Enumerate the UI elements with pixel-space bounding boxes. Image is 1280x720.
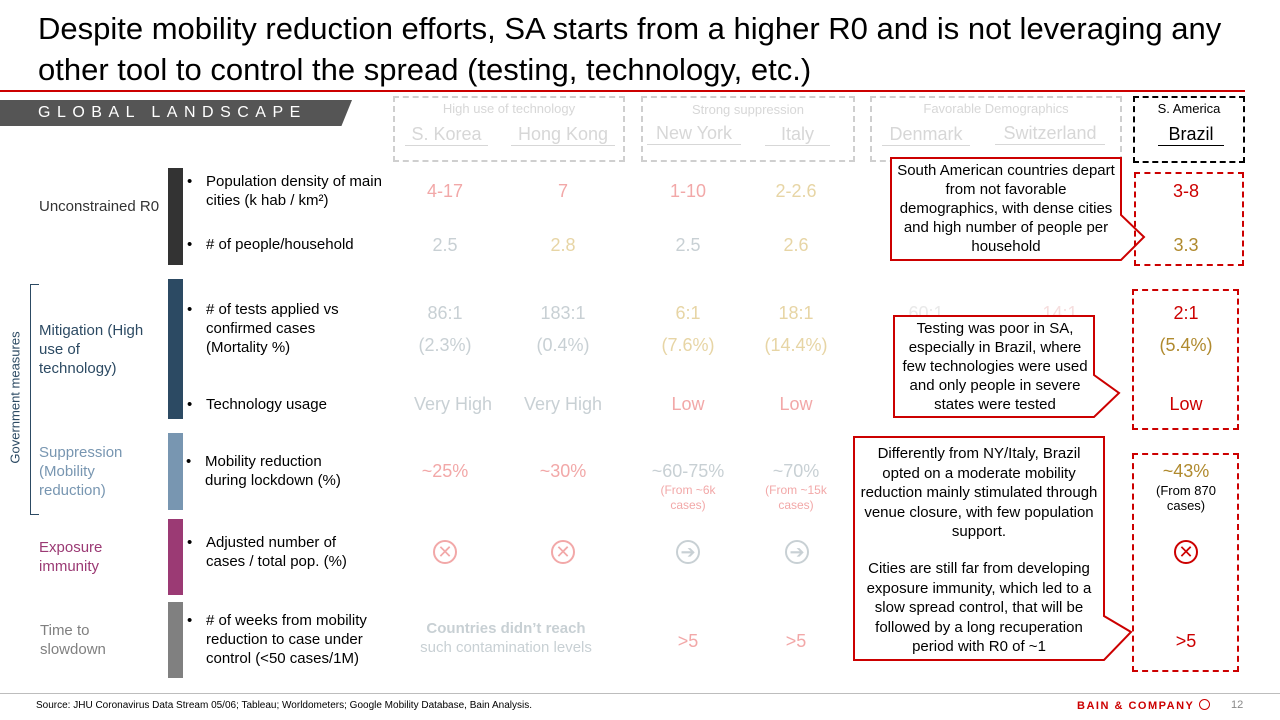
- value-hongkong-density: 7: [557, 181, 568, 201]
- group-box-suppression: [641, 96, 855, 162]
- metric-household: # of people/household: [187, 235, 386, 254]
- value-italy-weeks: >5: [785, 631, 807, 651]
- country-italy: Italy: [765, 124, 830, 146]
- value-hongkong-tech: Very High: [523, 394, 603, 414]
- value-brazil-density: 3-8: [1172, 181, 1199, 201]
- government-measures-label: Government measures: [7, 331, 23, 464]
- title-divider: [0, 90, 1245, 92]
- value-newyork-density: 1-10: [669, 181, 707, 201]
- value-italy-tests: 18:1: [778, 303, 814, 323]
- not-reached-line1: Countries didn’t reach: [426, 620, 586, 637]
- value-brazil-tests: 2:1: [1173, 303, 1199, 323]
- callout-mobility-text-1: Differently from NY/Italy, Brazil opted …: [860, 445, 1098, 540]
- country-switzerland: Switzerland: [995, 123, 1105, 145]
- circle-arrow-icon: ➔: [785, 540, 809, 564]
- circle-x-icon: ✕: [551, 540, 575, 564]
- metric-weeks: # of weeks from mobility reduction to ca…: [187, 611, 386, 668]
- metric-tests: # of tests applied vs confirmed cases (M…: [187, 300, 366, 357]
- value-brazil-weeks: >5: [1175, 631, 1197, 651]
- value-skorea-mobility: ~25%: [421, 461, 469, 481]
- callout-shape: [893, 315, 1121, 418]
- value-skorea-tech: Very High: [413, 394, 493, 414]
- value-italy-mobility: ~70%: [772, 461, 820, 481]
- circle-arrow-icon: ➔: [676, 540, 700, 564]
- power-icon: [1198, 699, 1210, 710]
- metric-density: Population density of main cities (k hab…: [187, 172, 386, 210]
- not-reached-line2: such contamination levels: [420, 639, 592, 656]
- brazil-box-r0: [1134, 172, 1244, 266]
- country-newyork: New York: [647, 123, 741, 145]
- value-italy-tech: Low: [779, 394, 813, 414]
- callout-shape: [853, 436, 1133, 661]
- value-newyork-tech: Low: [671, 394, 705, 414]
- value-skorea-mortality: (2.3%): [418, 335, 472, 355]
- footer-divider: [0, 693, 1280, 694]
- callout-testing: Testing was poor in SA, especially in Br…: [893, 315, 1121, 418]
- group-label-suppression: Strong suppression: [691, 102, 804, 117]
- section-banner: GLOBAL LANDSCAPE: [0, 100, 352, 126]
- circle-x-icon: ✕: [1174, 540, 1198, 564]
- value-brazil-mortality: (5.4%): [1159, 335, 1213, 355]
- value-newyork-mobility: ~60-75%: [651, 461, 725, 481]
- row-label-mitigation: Mitigation (High use of technology): [39, 322, 144, 377]
- callout-shape: [890, 157, 1146, 261]
- value-brazil-mobility-note: (From 870 cases): [1156, 483, 1216, 513]
- callout-mobility: Differently from NY/Italy, Brazil opted …: [853, 436, 1133, 662]
- circle-x-icon: ✕: [433, 540, 457, 564]
- bar-suppression: [168, 433, 183, 510]
- value-italy-density: 2-2.6: [775, 181, 817, 201]
- value-brazil-household: 3.3: [1173, 235, 1199, 255]
- value-skorea-household: 2.5: [432, 235, 458, 255]
- callout-demographics: South American countries depart from not…: [890, 157, 1146, 261]
- group-box-tech: [393, 96, 625, 162]
- metric-cases: Adjusted number of cases / total pop. (%…: [187, 533, 376, 571]
- page-title: Despite mobility reduction efforts, SA s…: [38, 11, 1222, 87]
- value-newyork-household: 2.5: [675, 235, 701, 255]
- value-hongkong-tests: 183:1: [540, 303, 586, 323]
- value-newyork-mortality: (7.6%): [661, 335, 715, 355]
- bar-slowdown: [168, 602, 183, 678]
- value-italy-household: 2.6: [783, 235, 809, 255]
- country-hongkong: Hong Kong: [511, 124, 615, 146]
- bar-exposure: [168, 519, 183, 595]
- brazil-box-mitigation: [1132, 289, 1239, 430]
- value-brazil-tech: Low: [1169, 394, 1203, 414]
- value-hongkong-household: 2.8: [550, 235, 576, 255]
- group-label-tech: High use of technology: [442, 101, 576, 116]
- value-italy-mortality: (14.4%): [764, 335, 828, 355]
- section-banner-label: GLOBAL LANDSCAPE: [38, 104, 307, 121]
- metric-mobility: Mobility reduction during lockdown (%): [186, 452, 365, 490]
- metric-tech: Technology usage: [187, 395, 386, 414]
- bar-mitigation: [168, 279, 183, 419]
- group-label-demographics: Favorable Demographics: [923, 101, 1069, 116]
- country-brazil: Brazil: [1158, 124, 1224, 146]
- value-newyork-mobility-note: (From ~6k cases): [660, 483, 716, 512]
- row-label-exposure: Exposure immunity: [39, 539, 103, 575]
- value-skorea-density: 4-17: [426, 181, 464, 201]
- group-box-sa: [1133, 96, 1245, 163]
- callout-testing-text: Testing was poor in SA, especially in Br…: [902, 320, 1088, 413]
- brand-logo: BAIN & COMPANY: [1077, 699, 1210, 712]
- group-label-sa: S. America: [1157, 101, 1221, 116]
- source-note: Source: JHU Coronavirus Data Stream 05/0…: [36, 700, 532, 711]
- row-label-suppression: Suppression (Mobility reduction): [39, 444, 123, 499]
- value-newyork-weeks: >5: [677, 631, 699, 651]
- bar-r0: [168, 168, 183, 265]
- government-measures-bracket: [30, 284, 39, 515]
- row-label-slowdown: Time to slowdown: [40, 622, 106, 658]
- value-hongkong-mortality: (0.4%): [536, 335, 590, 355]
- value-hongkong-mobility: ~30%: [539, 461, 587, 481]
- brand-name: BAIN & COMPANY: [1077, 700, 1195, 712]
- callout-mobility-text-2: Cities are still far from developing exp…: [866, 560, 1092, 655]
- country-denmark: Denmark: [882, 124, 970, 146]
- country-skorea: S. Korea: [405, 124, 488, 146]
- value-italy-mobility-note: (From ~15k cases): [765, 483, 827, 512]
- brazil-box-suppression: [1132, 453, 1239, 672]
- value-skorea-tests: 86:1: [427, 303, 463, 323]
- value-brazil-mobility: ~43%: [1162, 461, 1210, 481]
- callout-demographics-text: South American countries depart from not…: [897, 162, 1115, 255]
- value-newyork-tests: 6:1: [675, 303, 701, 323]
- page-number: 12: [1231, 699, 1244, 711]
- row-label-r0: Unconstrained R0: [39, 198, 160, 215]
